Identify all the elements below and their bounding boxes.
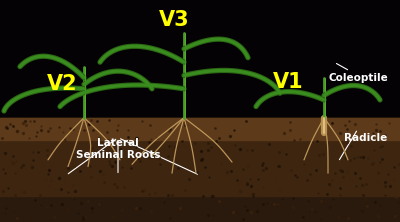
Text: Coleoptile: Coleoptile [328, 73, 388, 83]
Text: Lateral
Seminal Roots: Lateral Seminal Roots [76, 138, 160, 160]
Text: V2: V2 [47, 74, 77, 94]
Text: V3: V3 [159, 10, 189, 30]
Text: V1: V1 [273, 72, 303, 92]
Text: Radicle: Radicle [344, 133, 388, 143]
